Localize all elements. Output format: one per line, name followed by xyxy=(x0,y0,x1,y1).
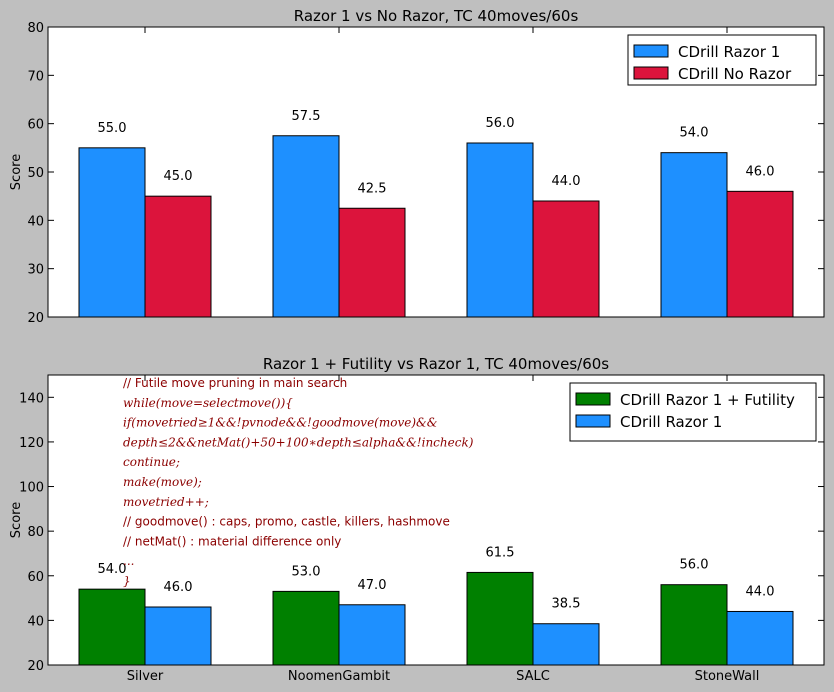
x-tick-label: SALC xyxy=(516,669,550,684)
y-axis-label: Score xyxy=(9,502,24,538)
bar xyxy=(466,571,534,666)
bar xyxy=(466,142,534,318)
bar xyxy=(726,610,794,666)
annotation-line: depth≤2&&netMat()+50+100∗depth≤alpha&&!i… xyxy=(123,435,474,449)
bar xyxy=(338,207,406,318)
data-label: 45.0 xyxy=(164,169,193,184)
data-label: 55.0 xyxy=(98,121,127,136)
legend-swatch xyxy=(633,66,669,80)
annotation-line: make(move); xyxy=(123,475,202,489)
legend-box xyxy=(569,382,817,442)
annotation-line: // netMat() : material difference only xyxy=(123,534,341,548)
data-label: 47.0 xyxy=(358,578,387,593)
axes-frame xyxy=(47,374,825,666)
y-axis-label: Score xyxy=(9,154,24,190)
y-tick-label: 20 xyxy=(27,311,44,326)
bar xyxy=(726,190,794,318)
annotation-line: while(move=selectmove()){ xyxy=(123,396,293,410)
legend-swatch xyxy=(575,414,611,428)
y-tick-label: 40 xyxy=(27,214,44,229)
data-label: 56.0 xyxy=(680,558,709,573)
y-tick-label: 50 xyxy=(27,166,44,181)
data-label: 44.0 xyxy=(746,584,775,599)
y-tick-label: 60 xyxy=(27,118,44,133)
data-label: 38.5 xyxy=(552,597,581,612)
bar xyxy=(272,590,340,666)
x-tick-label: Silver xyxy=(127,669,164,684)
legend-label: CDrill Razor 1 + Futility xyxy=(620,391,795,409)
data-label: 57.5 xyxy=(292,109,321,124)
legend-label: CDrill Razor 1 xyxy=(678,43,780,61)
bar xyxy=(78,147,146,318)
annotation-line: movetried++; xyxy=(123,495,209,509)
legend-swatch xyxy=(575,392,611,406)
annotation-line: continue; xyxy=(123,455,180,469)
data-label: 56.0 xyxy=(486,116,515,131)
x-tick-label: StoneWall xyxy=(695,669,760,684)
bar xyxy=(532,623,600,666)
annotation-line: // goodmove() : caps, promo, castle, kil… xyxy=(123,515,450,529)
data-label: 53.0 xyxy=(292,564,321,579)
annotation-line: // Futile move pruning in main search xyxy=(123,376,347,390)
bar xyxy=(338,604,406,666)
bar xyxy=(660,584,728,666)
y-tick-label: 60 xyxy=(27,570,44,585)
y-tick-label: 80 xyxy=(27,21,44,36)
x-tick-label: NoomenGambit xyxy=(288,669,390,684)
data-label: 54.0 xyxy=(98,562,127,577)
chart-title: Razor 1 vs No Razor, TC 40moves/60s xyxy=(294,7,579,25)
y-tick-label: 40 xyxy=(27,614,44,629)
data-label: 46.0 xyxy=(164,580,193,595)
legend-label: CDrill No Razor xyxy=(678,65,792,83)
bar xyxy=(144,195,212,318)
data-label: 54.0 xyxy=(680,126,709,141)
y-tick-label: 70 xyxy=(27,69,44,84)
bar xyxy=(532,200,600,318)
annotation-line: ... xyxy=(123,554,134,568)
legend-swatch xyxy=(633,44,669,58)
y-tick-label: 20 xyxy=(27,659,44,674)
y-tick-label: 80 xyxy=(27,525,44,540)
y-tick-label: 120 xyxy=(19,436,44,451)
annotation-line: if(movetried≥1&&!pvnode&&!goodmove(move)… xyxy=(123,416,438,430)
data-label: 42.5 xyxy=(358,181,387,196)
bar xyxy=(144,606,212,666)
y-tick-label: 140 xyxy=(19,391,44,406)
annotation-line: } xyxy=(123,574,131,588)
chart-title: Razor 1 + Futility vs Razor 1, TC 40move… xyxy=(263,355,609,373)
data-label: 44.0 xyxy=(552,174,581,189)
data-label: 46.0 xyxy=(746,164,775,179)
data-label: 61.5 xyxy=(486,545,515,560)
y-tick-label: 100 xyxy=(19,481,44,496)
bar xyxy=(660,152,728,318)
legend-label: CDrill Razor 1 xyxy=(620,413,722,431)
bar xyxy=(272,135,340,318)
y-tick-label: 30 xyxy=(27,263,44,278)
bar xyxy=(78,588,146,666)
